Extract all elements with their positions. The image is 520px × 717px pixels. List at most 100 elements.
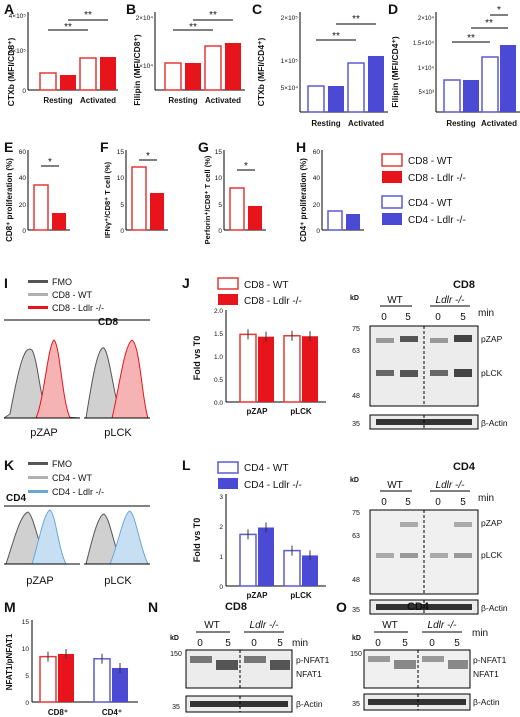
wt-label: WT [382, 620, 398, 631]
kd-label: kD [170, 635, 179, 642]
panel-letter: F [100, 139, 109, 155]
y-axis-label: CD8⁺ proliferation (%) [5, 158, 14, 242]
panel-title: CD8 [98, 317, 118, 328]
y-axis-label: IFNγ⁺/CD8⁺ T cell (%) [103, 161, 112, 238]
blot-title: CD8 [225, 601, 247, 613]
panel-c: C CTXb (MFI/CD4⁺) 2×10⁵ 1×10⁵ 5×10⁴ ** *… [252, 1, 388, 128]
histogram-ko [35, 339, 71, 419]
legend-label: CD4 - WT [52, 473, 92, 483]
bar-activated-ko [225, 43, 241, 90]
x-label: pLCK [104, 427, 132, 439]
blot-title: CD8 [453, 279, 475, 291]
band [400, 336, 418, 342]
bar-plck-wt [283, 549, 301, 587]
band-label: β-Actin [473, 697, 500, 707]
time-label: 0 [381, 497, 387, 508]
wt-label: WT [387, 295, 403, 306]
panel-b: B Filipin (MFI/CD8⁺) 2×10⁴ 1×10⁴ ** ** R… [126, 1, 245, 106]
band [454, 369, 472, 377]
legend-eh: CD8 - WT CD8 - Ldlr -/- CD4 - WT CD4 - L… [381, 153, 466, 226]
bar-cd8-wt [39, 655, 57, 703]
y-tick-label: 5 [25, 673, 29, 680]
band [376, 370, 394, 376]
panel-letter: I [4, 275, 8, 291]
wt-label: WT [204, 620, 220, 631]
y-tick-label: 2.0 [214, 308, 223, 315]
panel-o: O CD4 kD WT Ldlr -/- 0 5 0 5 min 150 35 … [336, 599, 507, 711]
band-label: p-NFAT1 [296, 655, 330, 665]
x-label: pLCK [104, 575, 132, 587]
sig-label: * [146, 151, 150, 162]
y-axis-label: CTXb (MFI/CD4⁺) [256, 37, 266, 106]
legend-label: CD4 - Ldlr -/- [244, 480, 302, 491]
sig-label: ** [209, 10, 217, 21]
mw-marker: 150 [350, 651, 362, 658]
bar-resting-wt [164, 62, 182, 91]
panel-letter: M [4, 599, 16, 615]
sig-label: ** [352, 14, 360, 25]
y-tick-label: 0 [120, 228, 124, 235]
legend-label: FMO [52, 459, 72, 469]
y-tick-label: 10 [22, 646, 30, 653]
bar-activated-ko [100, 57, 116, 90]
mw-marker: 63 [352, 348, 360, 355]
x-label: pZAP [247, 407, 269, 416]
time-label: 0 [381, 312, 387, 323]
panel-letter: B [126, 1, 136, 17]
time-label: 0 [429, 638, 435, 649]
legend-label: CD4 - WT [408, 198, 452, 209]
band [430, 370, 448, 376]
time-label: 5 [460, 312, 466, 323]
band [400, 370, 418, 377]
y-tick-label: 60 [313, 149, 321, 156]
panel-letter: K [4, 457, 14, 473]
bar-resting-ko [463, 80, 479, 112]
panel-letter: O [336, 599, 347, 615]
bars-l [239, 522, 318, 587]
band [368, 699, 466, 705]
y-tick-label: 2×10⁴ [136, 15, 154, 22]
sig-label: * [48, 157, 52, 168]
band [422, 656, 444, 662]
ko-label: Ldlr -/- [250, 620, 280, 631]
bar-resting-ko [328, 86, 344, 112]
y-axis-label: Fold vs T0 [192, 336, 202, 381]
y-tick-label: 40 [313, 175, 321, 182]
panel-d: D Filipin (MFI/CD4⁺) 2×10⁴ 1.5×10⁴ 1×10⁴… [388, 1, 520, 128]
panel-m: M NFAT1/pNFAT1 0 5 10 15 CD8⁺ CD4⁺ [4, 599, 138, 717]
band [394, 660, 416, 669]
bar-activated-wt [481, 56, 499, 113]
mw-marker: 48 [352, 393, 360, 400]
x-label: pZAP [247, 591, 269, 600]
y-tick-label: 0 [22, 88, 26, 95]
time-label: 5 [460, 497, 466, 508]
x-label: Activated [348, 119, 384, 128]
y-tick-label: 0 [22, 228, 26, 235]
x-label: Resting [311, 119, 340, 128]
legend-label: CD4 - Ldlr -/- [408, 215, 466, 226]
bar-ko [346, 214, 360, 230]
y-tick-label: 3 [219, 494, 223, 501]
panel-g: G Perforin⁺/CD8⁺ T cell (%) 0 5 10 15 * [198, 139, 266, 244]
band [400, 522, 418, 527]
y-axis-label: Filipin (MFI/CD4⁺) [390, 36, 400, 108]
band-label: NFAT1 [473, 669, 499, 679]
x-label: Resting [43, 96, 72, 105]
time-label: 0 [435, 497, 441, 508]
y-axis-label: Fold vs T0 [192, 518, 202, 563]
y-tick-label: 5 [120, 202, 124, 209]
y-tick-label: 0.0 [214, 400, 223, 407]
panel-f: F IFNγ⁺/CD8⁺ T cell (%) 0 5 10 15 * [100, 139, 168, 238]
legend-label: CD4 - Ldlr -/- [52, 487, 104, 497]
bar-wt [131, 166, 147, 231]
bars-j [239, 329, 318, 403]
x-label: pLCK [290, 591, 312, 600]
y-tick-label: 2×10⁵ [281, 15, 299, 22]
band [270, 660, 290, 670]
time-label: 5 [402, 638, 408, 649]
mw-marker: 48 [352, 577, 360, 584]
y-tick-label: 1.5 [214, 331, 223, 338]
y-tick-label: 1 [219, 554, 223, 561]
